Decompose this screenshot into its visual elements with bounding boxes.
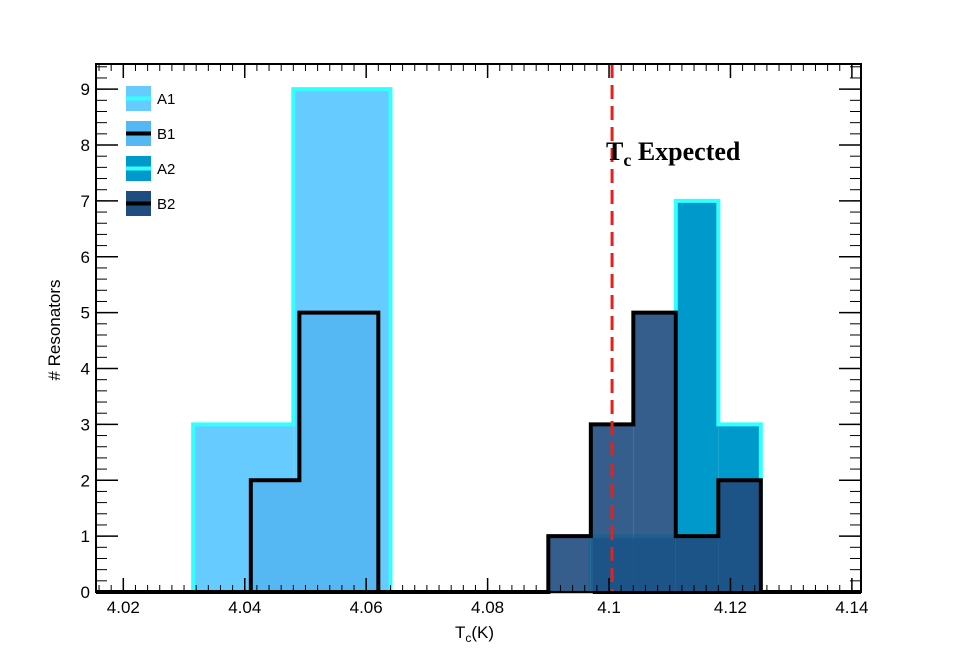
y-tick-label: 0 (81, 583, 90, 602)
y-tick-label: 7 (81, 192, 90, 211)
y-tick-label: 8 (81, 136, 90, 155)
histogram-bars (96, 87, 861, 594)
y-tick-label: 4 (81, 360, 90, 379)
outline-b2 (96, 310, 861, 594)
x-axis-title-rest: (K) (471, 623, 494, 642)
x-tick-label: 4.12 (714, 598, 747, 617)
y-tick-label: 3 (81, 415, 90, 434)
y-tick-label: 2 (81, 471, 90, 490)
annotation-label: Tc Expected (606, 137, 741, 170)
bar-b2-1 (548, 536, 591, 592)
y-tick-label: 1 (81, 527, 90, 546)
y-tick-label: 5 (81, 304, 90, 323)
legend-label-b2: B2 (157, 196, 175, 213)
legend: A1 B1 A2 B2 (126, 86, 175, 216)
bar-b1-2 (299, 312, 379, 592)
x-tick-label: 4.14 (835, 598, 868, 617)
x-axis-title-sub: c (465, 631, 471, 645)
bar-b2-3 (633, 312, 676, 592)
outline-b1 (96, 310, 861, 594)
annotation-sub: c (623, 150, 631, 170)
series-b2 (96, 310, 861, 594)
bar-b2-4 (675, 536, 719, 592)
x-axis-title: Tc(K) (455, 623, 494, 645)
legend-label-a2: A2 (157, 161, 175, 178)
bar-b2-5 (718, 480, 761, 592)
y-tick-label: 9 (81, 80, 90, 99)
outline-a1 (96, 87, 861, 594)
bar-b1-1 (250, 480, 300, 592)
annotation-main: T (606, 137, 623, 166)
axis-ticks: 4.02 4.04 4.06 4.08 4.1 4.12 4.14 0 1 2 3 4 5 6 7 8 9 (81, 64, 868, 617)
y-tick-label: 6 (81, 248, 90, 267)
x-tick-label: 4.08 (471, 598, 504, 617)
x-tick-label: 4.04 (228, 598, 261, 617)
x-tick-label: 4.1 (597, 598, 621, 617)
legend-label-a1: A1 (157, 91, 175, 108)
plot-frame (95, 63, 862, 593)
x-tick-label: 4.06 (350, 598, 383, 617)
y-axis-title: # Resonators (45, 279, 64, 380)
x-tick-label: 4.02 (107, 598, 140, 617)
x-axis-title-main: T (455, 623, 465, 642)
annotation-rest: Expected (631, 137, 741, 166)
series-b1 (96, 310, 861, 594)
legend-label-b1: B1 (157, 126, 175, 143)
bar-a2-2 (675, 200, 719, 592)
